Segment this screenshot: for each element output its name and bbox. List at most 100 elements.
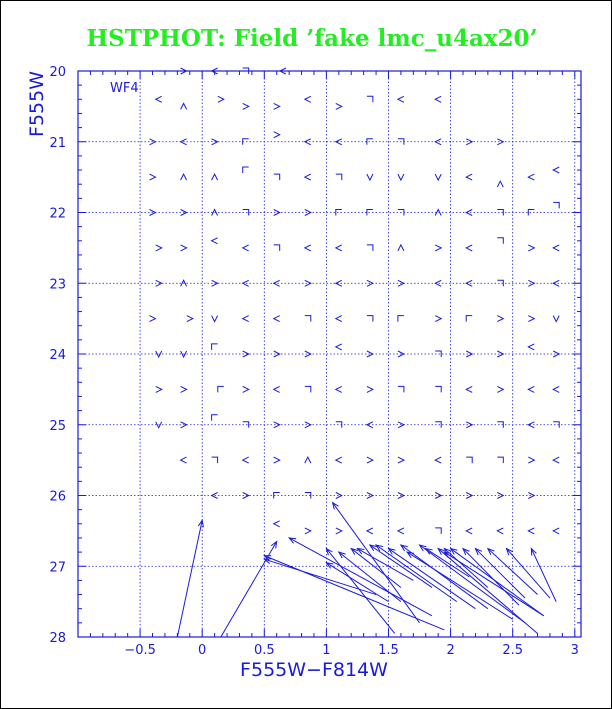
data-point: [366, 244, 374, 251]
data-point: [273, 173, 281, 181]
data-point: [434, 173, 442, 182]
data-point: [304, 385, 312, 393]
vector-arrow: [368, 544, 433, 588]
data-point: [242, 385, 250, 393]
data-point: [465, 527, 473, 535]
data-point: [527, 173, 535, 181]
data-point: [552, 166, 560, 174]
data-point: [242, 350, 250, 358]
data-point: [497, 209, 504, 216]
data-point: [211, 315, 219, 323]
data-point: [303, 173, 312, 181]
data-point: [211, 208, 219, 216]
vector-arrow: [263, 558, 377, 596]
data-point: [528, 279, 536, 287]
x-tick-labels: −0.5 0 0.5 1 1.5 2 2.5 3: [124, 643, 579, 658]
data-point: [435, 527, 442, 534]
vector-arrow: [405, 551, 513, 620]
data-point: [365, 527, 374, 535]
vector-arrow: [486, 547, 538, 595]
data-point: [465, 173, 473, 181]
data-point: [435, 385, 442, 393]
data-point: [528, 492, 536, 499]
data-point: [186, 315, 194, 323]
data-point: [155, 385, 163, 393]
data-point: [304, 455, 312, 464]
data-point: [180, 102, 188, 110]
data-point: [272, 315, 280, 323]
data-point: [304, 527, 312, 535]
data-point: [397, 315, 404, 322]
data-point: [179, 456, 187, 464]
data-point: [366, 138, 373, 145]
field-annotation: WF4: [110, 81, 139, 96]
data-point: [497, 315, 505, 323]
data-point: [397, 209, 405, 216]
data-point: [149, 315, 157, 323]
vector-arrow: [474, 547, 526, 599]
data-point: [366, 315, 374, 322]
data-point: [242, 138, 249, 145]
data-point: [397, 279, 406, 287]
data-point: [273, 244, 281, 251]
data-point: [397, 385, 405, 393]
data-point: [304, 350, 312, 358]
data-point: [553, 201, 560, 209]
data-point: [334, 138, 343, 146]
vector-arrow: [287, 537, 433, 617]
data-point: [272, 520, 280, 528]
chart-title: HSTPHOT: Field ’fake lmc_u4ax20’: [86, 25, 537, 52]
data-point: [552, 527, 560, 535]
data-point: [497, 456, 504, 464]
data-point: [397, 173, 405, 182]
data-point: [211, 456, 219, 464]
data-point: [435, 350, 442, 357]
data-point: [396, 95, 405, 103]
data-point: [366, 173, 374, 182]
data-point: [303, 244, 312, 252]
tick-marks: [78, 70, 581, 638]
y-tick-label: 20: [49, 65, 66, 80]
x-tick-label: −0.5: [124, 643, 156, 658]
data-point: [497, 237, 504, 244]
y-tick-label: 24: [49, 348, 66, 363]
data-point: [366, 209, 373, 216]
vector-arrow: [449, 547, 545, 617]
data-point: [155, 279, 163, 287]
data-point: [396, 527, 405, 535]
data-point: [217, 95, 225, 103]
data-point: [242, 209, 250, 216]
data-point: [397, 492, 406, 499]
data-point: [435, 421, 442, 428]
data-point: [211, 279, 219, 287]
data-point: [497, 421, 504, 428]
data-point: [149, 138, 157, 146]
data-point: [465, 350, 474, 358]
vector-arrow: [424, 547, 470, 578]
data-point: [465, 138, 474, 146]
data-point: [465, 492, 474, 499]
data-point: [273, 102, 281, 110]
y-tick-label: 25: [49, 419, 66, 434]
vector-arrow: [337, 551, 402, 603]
x-tick-label: 1: [322, 643, 330, 658]
data-point: [552, 350, 561, 358]
data-points: [149, 67, 561, 535]
data-point: [334, 244, 343, 252]
data-point: [397, 243, 405, 252]
data-point: [397, 138, 405, 145]
x-tick-label: 2.5: [502, 643, 523, 658]
vector-arrow: [387, 547, 476, 610]
vector-arrow: [437, 547, 538, 634]
data-point: [242, 421, 250, 428]
data-point: [272, 279, 280, 287]
x-axis-label: F555W−F814W: [240, 659, 388, 681]
data-point: [527, 385, 535, 393]
data-point: [335, 173, 343, 181]
data-point: [465, 421, 474, 429]
data-point: [497, 138, 505, 146]
data-point: [273, 492, 280, 499]
data-point: [334, 385, 343, 393]
data-point: [155, 350, 163, 359]
